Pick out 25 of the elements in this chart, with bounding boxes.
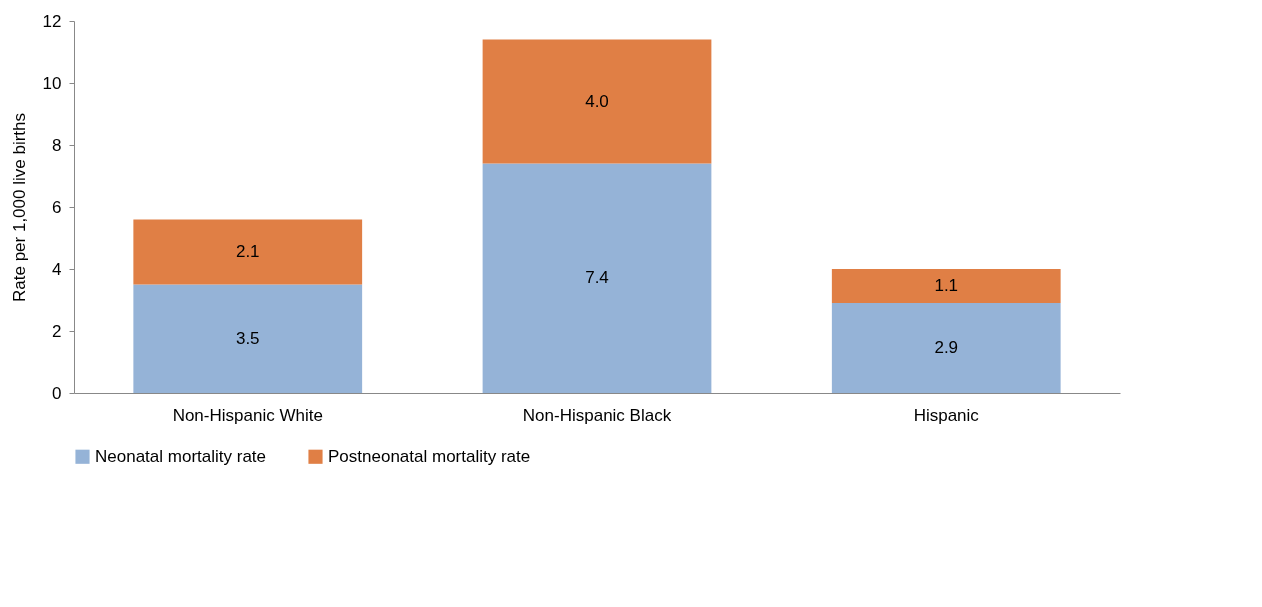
legend-label: Neonatal mortality rate (95, 446, 267, 466)
y-tick-label: 12 (42, 11, 62, 31)
y-tick-label: 10 (42, 73, 62, 93)
bar (133, 219, 363, 285)
y-axis-title: Rate per 1,000 live births (9, 113, 29, 302)
y-tick-label: 8 (52, 135, 62, 155)
x-tick-label: Non-Hispanic White (172, 405, 323, 425)
bar (831, 269, 1061, 304)
bar (482, 39, 712, 164)
bar (133, 284, 363, 393)
y-tick-label: 6 (52, 197, 62, 217)
data-label: 3.5 (235, 328, 260, 348)
data-label: 7.4 (585, 268, 609, 288)
bar (831, 303, 1061, 393)
x-tick-label: Non-Hispanic Black (522, 405, 672, 425)
bar (482, 163, 712, 393)
y-tick-label: 4 (52, 259, 62, 279)
y-tick-label: 0 (52, 383, 62, 403)
data-label: 1.1 (934, 276, 959, 296)
y-tick-label: 2 (52, 321, 62, 341)
x-tick-label: Hispanic (913, 405, 980, 425)
data-label: 4.0 (585, 91, 609, 111)
data-label: 2.1 (235, 241, 260, 261)
legend-label: Postneonatal mortality rate (328, 446, 531, 466)
data-label: 2.9 (934, 338, 959, 358)
